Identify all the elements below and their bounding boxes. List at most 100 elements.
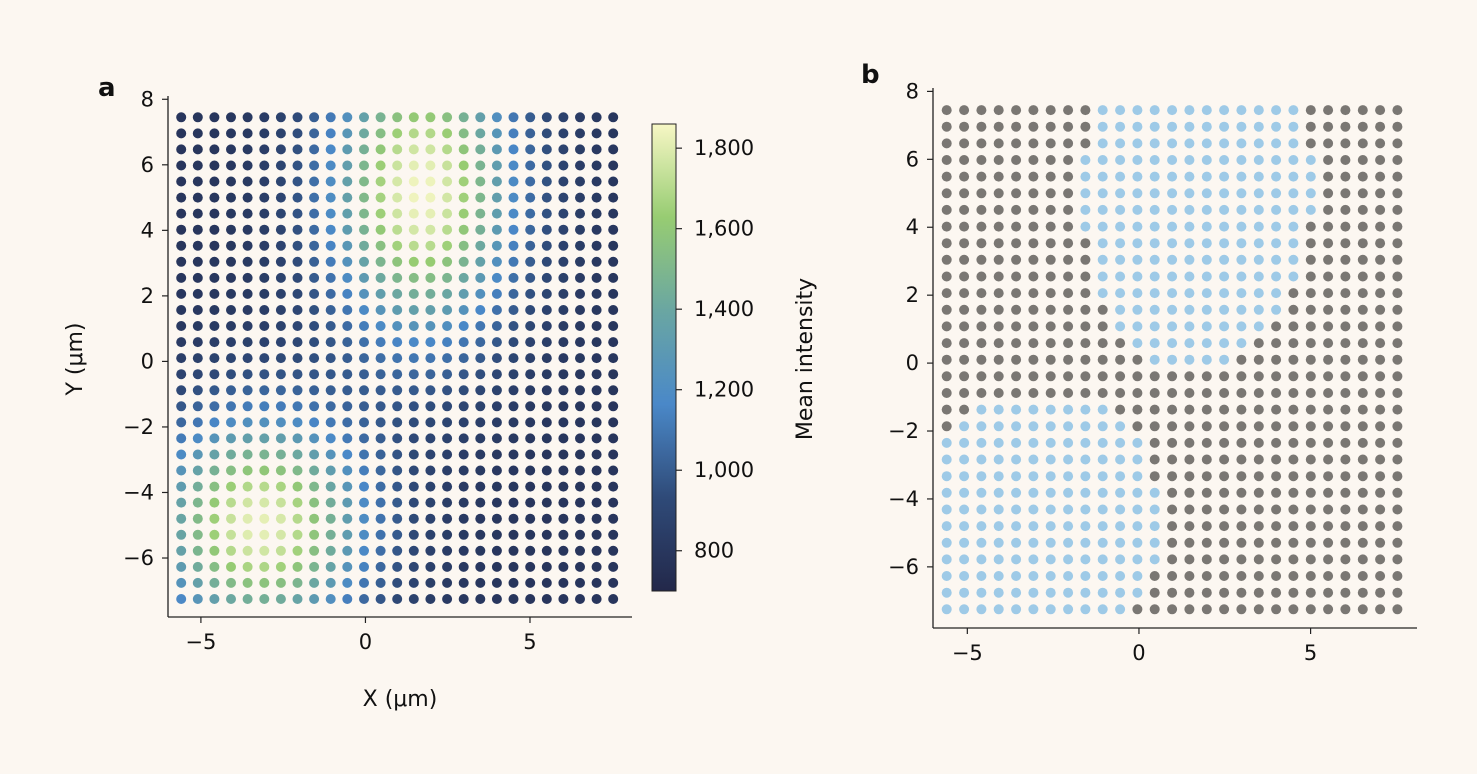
panel-a-point <box>458 497 469 508</box>
panel-b-point <box>1167 238 1178 249</box>
panel-a-point <box>359 160 369 171</box>
panel-a-point <box>491 481 502 492</box>
panel-a-point <box>491 144 502 155</box>
panel-a-point <box>226 288 236 299</box>
panel-a-point <box>608 256 619 267</box>
panel-a-point <box>608 224 619 235</box>
panel-b-point <box>1115 521 1126 532</box>
panel-a-point <box>192 417 203 428</box>
panel-a-point <box>192 369 203 380</box>
panel-a-point <box>575 433 585 444</box>
panel-a-point <box>242 321 253 331</box>
panel-b-point <box>1305 271 1316 282</box>
panel-b-point <box>1132 471 1143 482</box>
panel-b-point <box>1132 587 1143 598</box>
panel-b-point <box>1045 271 1056 282</box>
panel-b-point <box>1305 437 1316 448</box>
panel-a-point <box>259 305 270 315</box>
panel-a-point <box>342 128 353 139</box>
panel-a-point <box>442 256 453 267</box>
panel-b-point <box>1149 587 1160 598</box>
panel-a-point <box>226 417 236 428</box>
panel-b-point <box>1080 304 1091 315</box>
panel-b-point <box>1201 138 1212 149</box>
panel-b-point <box>976 571 987 581</box>
panel-a-point <box>408 385 419 396</box>
panel-a-point <box>192 208 203 219</box>
panel-a-point <box>525 160 536 171</box>
panel-a-point <box>209 224 220 235</box>
panel-a-point <box>425 224 436 235</box>
panel-b-point <box>1011 221 1022 232</box>
panel-a-point <box>259 545 270 556</box>
panel-b-point <box>1028 221 1039 232</box>
panel-b-point <box>1011 288 1022 299</box>
panel-b-point <box>1080 254 1091 265</box>
panel-b-point <box>1045 338 1056 349</box>
panel-a-point <box>408 337 419 348</box>
panel-a-point <box>242 465 253 476</box>
panel-b-point <box>993 105 1004 116</box>
panel-a-point <box>192 256 203 267</box>
panel-a-point <box>275 128 286 139</box>
panel-b-point <box>1149 487 1160 498</box>
panel-a-point <box>425 176 436 187</box>
panel-a-point <box>359 288 369 299</box>
panel-b-point <box>1357 271 1368 282</box>
panel-a-point <box>425 449 436 460</box>
panel-a-point <box>259 401 270 412</box>
panel-b-point <box>1167 321 1178 332</box>
panel-a-point <box>491 224 502 235</box>
panel-b-point <box>1115 271 1126 282</box>
panel-a-point <box>558 112 569 123</box>
panel-b-point <box>1045 421 1056 432</box>
panel-b-point <box>1253 587 1264 598</box>
panel-b-point <box>1028 388 1039 398</box>
panel-b-point <box>1167 254 1178 265</box>
panel-b-point <box>1149 204 1160 215</box>
panel-a-point <box>309 256 320 267</box>
panel-a-point <box>475 240 486 251</box>
panel-b-point <box>1063 571 1074 581</box>
panel-b-point <box>1132 155 1143 165</box>
panel-a-y-tick-label: 0 <box>141 349 154 373</box>
panel-a-point <box>608 176 619 187</box>
panel-a-point <box>491 449 502 460</box>
panel-a-point <box>425 240 436 251</box>
panel-b-point <box>1392 238 1403 249</box>
panel-b-point <box>1097 388 1108 398</box>
panel-a-point <box>292 561 303 572</box>
panel-a-point <box>375 545 386 556</box>
panel-b-point <box>959 238 970 249</box>
panel-b-point <box>1340 554 1351 565</box>
panel-a-point <box>558 385 569 396</box>
panel-b-point <box>1097 288 1108 299</box>
panel-a-point <box>575 513 585 524</box>
panel-a-point <box>392 577 403 588</box>
panel-b-point <box>1357 504 1368 515</box>
panel-a-point <box>226 321 236 331</box>
panel-a-point <box>242 529 253 540</box>
panel-b-point <box>1288 138 1299 149</box>
panel-a-point <box>558 577 569 588</box>
panel-b-point <box>1392 388 1403 398</box>
panel-b-point <box>1219 304 1230 315</box>
panel-a-point <box>209 577 220 588</box>
panel-b-point <box>1201 404 1212 415</box>
panel-b-point <box>1167 354 1178 365</box>
panel-a-point <box>458 385 469 396</box>
panel-b-point <box>1375 204 1386 215</box>
panel-b-point <box>1271 204 1282 215</box>
panel-a-point <box>275 224 286 235</box>
panel-a-point <box>259 481 270 492</box>
panel-a-point <box>525 561 536 572</box>
panel-b-point <box>1357 537 1368 548</box>
panel-a-point <box>475 545 486 556</box>
panel-b-y-tick-label: −2 <box>888 419 919 443</box>
panel-b-point <box>1357 604 1368 615</box>
panel-b-point <box>1063 421 1074 432</box>
panel-b-point <box>1219 421 1230 432</box>
panel-b-point <box>1201 155 1212 165</box>
panel-b-point <box>1201 471 1212 482</box>
panel-a-point <box>325 176 336 187</box>
